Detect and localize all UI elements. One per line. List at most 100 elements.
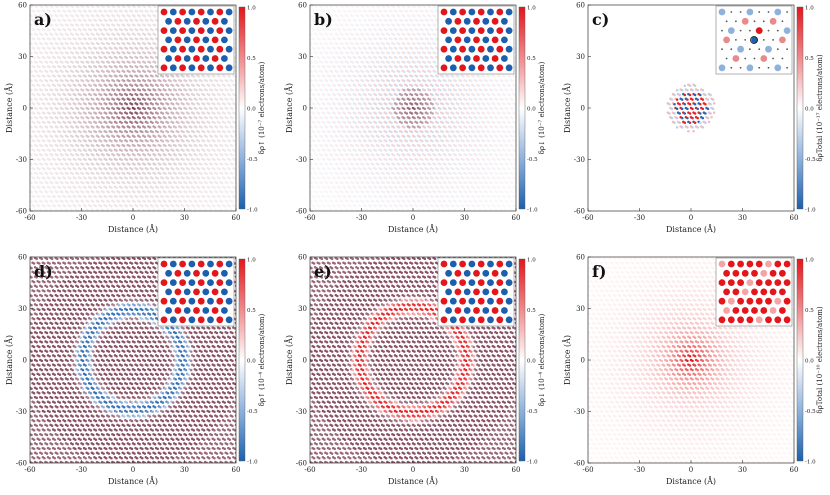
lattice-site xyxy=(200,172,203,175)
lattice-site xyxy=(102,98,105,101)
lattice-site xyxy=(56,181,59,185)
lattice-site xyxy=(451,149,455,152)
lattice-site xyxy=(187,177,190,180)
lattice-site xyxy=(207,84,211,87)
lattice-site xyxy=(153,144,157,148)
lattice-site xyxy=(53,204,56,208)
lattice-site xyxy=(102,135,105,138)
lattice-site xyxy=(236,191,239,194)
lattice-site xyxy=(61,163,64,166)
lattice-site xyxy=(179,172,183,175)
lattice-site xyxy=(35,107,38,111)
lattice-site xyxy=(341,200,344,203)
lattice-site xyxy=(500,181,504,185)
lattice-site xyxy=(341,191,344,194)
lattice-site xyxy=(205,107,208,111)
lattice-site xyxy=(43,121,46,125)
lattice-site xyxy=(35,163,38,166)
lattice-site xyxy=(189,98,193,101)
lattice-site xyxy=(138,181,141,185)
lattice-site xyxy=(122,116,126,120)
lattice-site xyxy=(153,98,157,101)
lattice-site xyxy=(220,209,224,211)
lattice-site xyxy=(92,42,95,46)
lattice-site xyxy=(202,204,206,208)
lattice-site xyxy=(40,163,44,166)
lattice-site xyxy=(143,163,147,166)
lattice-site xyxy=(315,144,318,148)
lattice-site xyxy=(156,177,159,180)
inset-site xyxy=(221,17,228,25)
lattice-site xyxy=(138,51,141,55)
lattice-site xyxy=(436,186,439,189)
lattice-site xyxy=(81,126,85,129)
lattice-site xyxy=(74,204,77,208)
lattice-site xyxy=(138,172,141,175)
lattice-site xyxy=(26,46,29,49)
lattice-site xyxy=(395,177,398,180)
lattice-site xyxy=(102,144,105,148)
lattice-site xyxy=(354,195,357,199)
lattice-site xyxy=(184,191,188,194)
lattice-site xyxy=(361,200,365,203)
lattice-site xyxy=(361,181,365,185)
lattice-site xyxy=(312,204,316,208)
lattice-site xyxy=(472,149,476,152)
lattice-site xyxy=(26,204,29,207)
lattice-site xyxy=(56,5,59,9)
lattice-site xyxy=(174,107,177,111)
lattice-site xyxy=(107,135,111,138)
lattice-site xyxy=(143,144,147,148)
lattice-site xyxy=(84,167,87,171)
lattice-site xyxy=(356,163,360,166)
lattice-site xyxy=(151,195,154,199)
lattice-site xyxy=(441,177,445,180)
lattice-site xyxy=(120,158,123,162)
lattice-site xyxy=(146,140,149,143)
lattice-site xyxy=(122,200,126,203)
lattice-site xyxy=(86,51,90,55)
lattice-site xyxy=(508,167,512,171)
lattice-site xyxy=(148,107,152,111)
lattice-site xyxy=(215,126,219,129)
lattice-site xyxy=(228,102,232,106)
lattice-site xyxy=(120,149,123,152)
lattice-site xyxy=(495,181,499,185)
lattice-site xyxy=(61,209,64,211)
lattice-site xyxy=(156,167,159,171)
lattice-site xyxy=(200,163,203,166)
lattice-site xyxy=(84,38,87,41)
lattice-site xyxy=(32,38,36,41)
lattice-site xyxy=(330,163,334,166)
lattice-site xyxy=(513,195,516,199)
lattice-site xyxy=(161,102,165,106)
lattice-site xyxy=(428,153,432,157)
lattice-site xyxy=(94,47,98,50)
lattice-site xyxy=(143,126,147,129)
lattice-site xyxy=(38,177,41,180)
lattice-site xyxy=(146,177,149,180)
lattice-site xyxy=(202,167,206,171)
lattice-site xyxy=(38,186,41,189)
lattice-site xyxy=(354,149,357,152)
lattice-site xyxy=(125,38,129,41)
lattice-site xyxy=(102,163,105,166)
lattice-site xyxy=(104,19,108,23)
lattice-site xyxy=(133,79,136,83)
inset-site xyxy=(174,17,182,25)
lattice-site xyxy=(38,167,41,171)
lattice-site xyxy=(86,135,90,138)
lattice-site xyxy=(169,200,172,203)
lattice-site xyxy=(61,191,64,194)
lattice-site xyxy=(315,163,318,166)
lattice-site xyxy=(107,116,111,120)
lattice-site xyxy=(179,107,183,111)
lattice-site xyxy=(159,172,162,175)
lattice-site xyxy=(462,177,465,180)
lattice-site xyxy=(325,163,329,166)
lattice-site xyxy=(192,121,196,125)
lattice-site xyxy=(86,172,90,175)
lattice-site xyxy=(40,79,44,83)
lattice-site xyxy=(306,204,309,207)
lattice-site xyxy=(366,172,370,175)
